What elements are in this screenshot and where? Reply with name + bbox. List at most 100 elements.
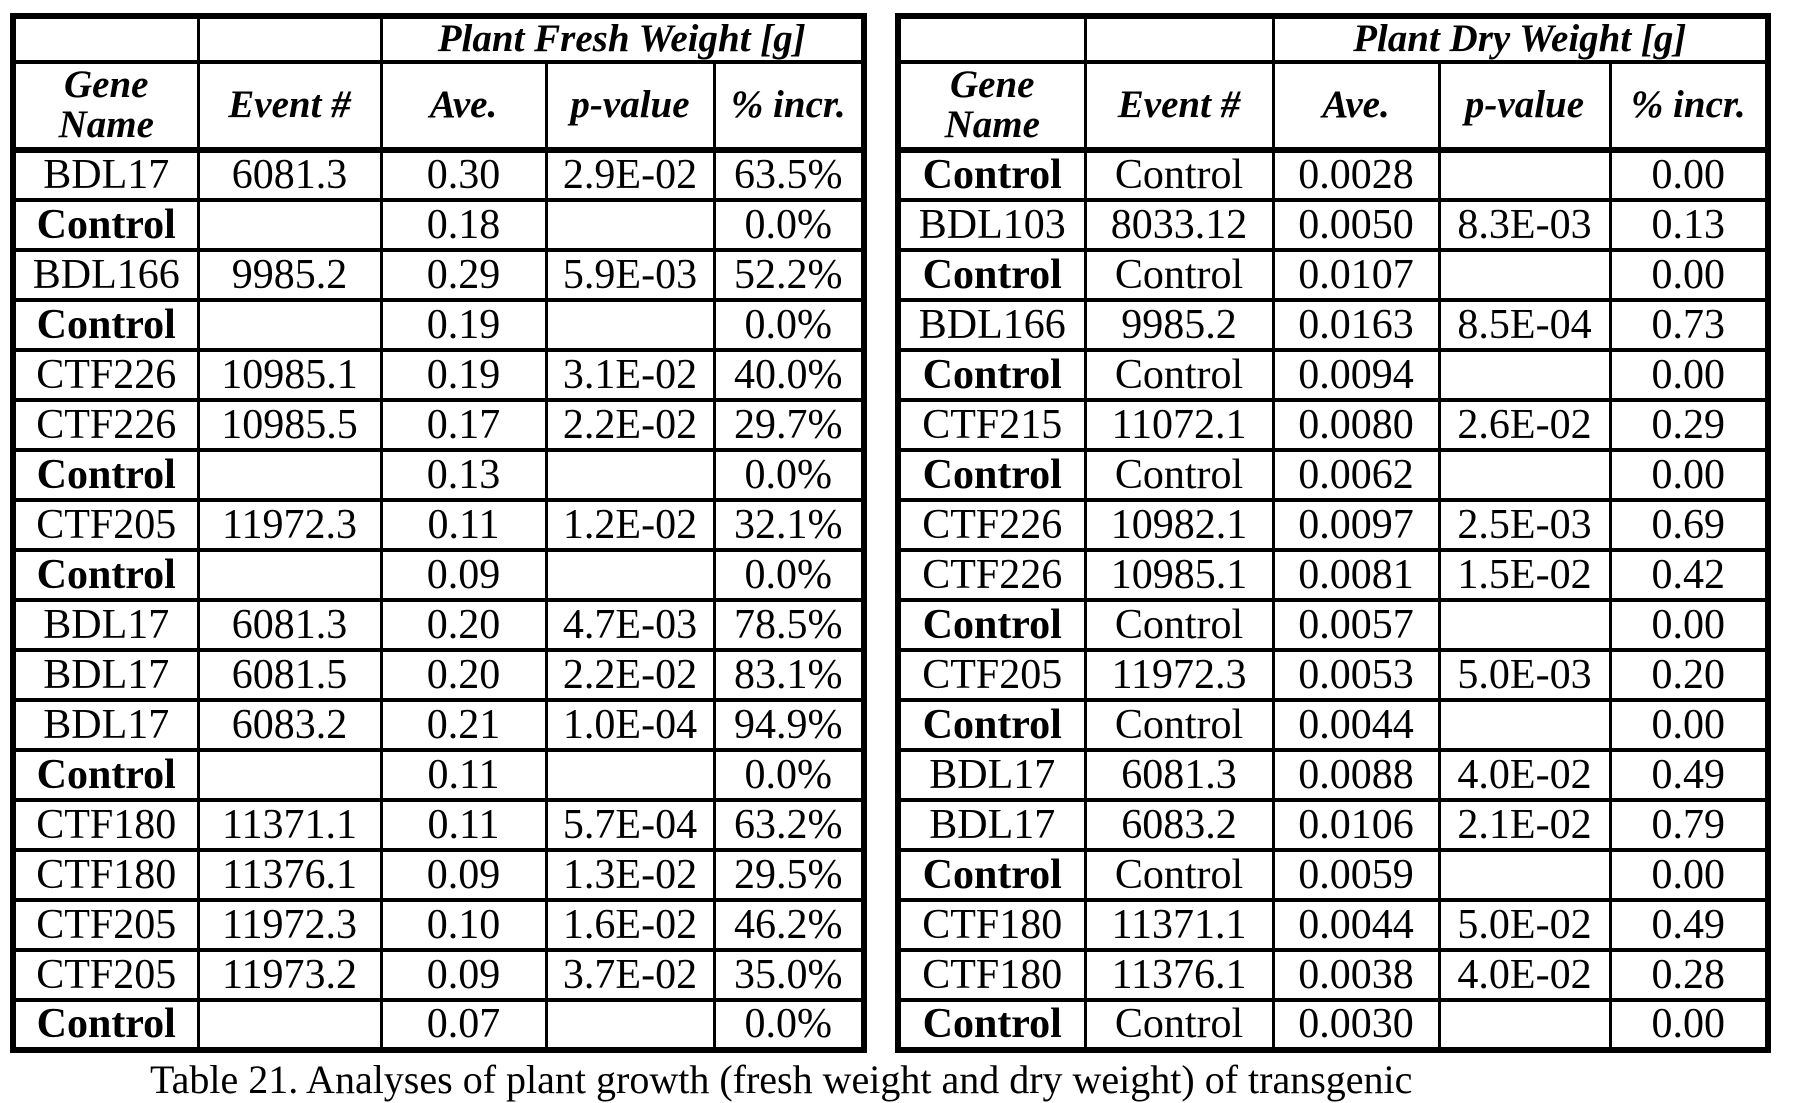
cell-average: 0.0044 (1271, 897, 1441, 952)
column-header-event-number: Event # (196, 59, 383, 153)
table-row: BDL17 6083.2 0.0106 2.1E-02 0.79 (896, 797, 1770, 852)
cell-percent-increase: 0.00 (1608, 447, 1770, 502)
cell-p-value (544, 997, 716, 1052)
cell-p-value (1437, 847, 1612, 902)
cell-event-number (196, 297, 383, 352)
cell-p-value: 2.5E-03 (1437, 497, 1612, 552)
cell-p-value: 1.0E-04 (544, 697, 716, 752)
cell-percent-increase: 0.42 (1608, 547, 1770, 602)
cell-gene-name: Control (11, 997, 200, 1052)
cell-event-number: 6083.2 (1083, 797, 1275, 852)
cell-average: 0.0030 (1271, 997, 1441, 1052)
cell-p-value: 8.5E-04 (1437, 297, 1612, 352)
table-row: Control 0.19 0.0% (11, 297, 866, 352)
table-row: Control 0.09 0.0% (11, 547, 866, 602)
cell-percent-increase: 63.5% (712, 147, 866, 202)
cell-percent-increase: 0.00 (1608, 847, 1770, 902)
cell-event-number: Control (1083, 247, 1275, 302)
blank-header-cell (11, 14, 200, 64)
table-row: BDL17 6081.3 0.0088 4.0E-02 0.49 (896, 747, 1770, 802)
column-header-event-number: Event # (1083, 59, 1275, 153)
cell-gene-name: BDL17 (11, 647, 200, 702)
cell-percent-increase: 46.2% (712, 897, 866, 952)
table-row: BDL166 9985.2 0.0163 8.5E-04 0.73 (896, 297, 1770, 352)
cell-percent-increase: 0.20 (1608, 647, 1770, 702)
cell-event-number: 10982.1 (1083, 497, 1275, 552)
column-header-average: Ave. (1271, 59, 1441, 153)
cell-average: 0.10 (379, 897, 548, 952)
cell-p-value: 5.9E-03 (544, 247, 716, 302)
cell-average: 0.09 (379, 947, 548, 1002)
cell-event-number: 11072.1 (1083, 397, 1275, 452)
cell-percent-increase: 29.7% (712, 397, 866, 452)
table-row: Control 0.18 0.0% (11, 197, 866, 252)
cell-gene-name: CTF180 (896, 897, 1087, 952)
cell-average: 0.09 (379, 547, 548, 602)
cell-p-value: 4.7E-03 (544, 597, 716, 652)
cell-average: 0.13 (379, 447, 548, 502)
cell-event-number: 11972.3 (1083, 647, 1275, 702)
cell-percent-increase: 0.00 (1608, 247, 1770, 302)
cell-p-value: 2.6E-02 (1437, 397, 1612, 452)
cell-event-number: 11376.1 (196, 847, 383, 902)
cell-percent-increase: 40.0% (712, 347, 866, 402)
cell-gene-name: BDL103 (896, 197, 1087, 252)
cell-percent-increase: 29.5% (712, 847, 866, 902)
table-row: BDL17 6083.2 0.21 1.0E-04 94.9% (11, 697, 866, 752)
blank-header-cell (1083, 14, 1275, 64)
fresh-weight-table: Plant Fresh Weight [g] Gene Name Event #… (10, 13, 867, 1053)
cell-average: 0.0081 (1271, 547, 1441, 602)
cell-p-value (544, 197, 716, 252)
table-row: CTF180 11376.1 0.09 1.3E-02 29.5% (11, 847, 866, 902)
cell-average: 0.19 (379, 347, 548, 402)
column-header-p-value: p-value (544, 59, 716, 153)
cell-average: 0.29 (379, 247, 548, 302)
cell-average: 0.0057 (1271, 597, 1441, 652)
cell-p-value (544, 297, 716, 352)
cell-average: 0.19 (379, 297, 548, 352)
table-row: BDL17 6081.5 0.20 2.2E-02 83.1% (11, 647, 866, 702)
cell-event-number: 11376.1 (1083, 947, 1275, 1002)
cell-gene-name: CTF226 (896, 547, 1087, 602)
cell-average: 0.0059 (1271, 847, 1441, 902)
cell-percent-increase: 0.0% (712, 197, 866, 252)
table-row: CTF205 11972.3 0.11 1.2E-02 32.1% (11, 497, 866, 552)
cell-percent-increase: 0.0% (712, 447, 866, 502)
cell-event-number: Control (1083, 847, 1275, 902)
cell-p-value: 4.0E-02 (1437, 947, 1612, 1002)
cell-event-number: Control (1083, 447, 1275, 502)
table-row: CTF226 10982.1 0.0097 2.5E-03 0.69 (896, 497, 1770, 552)
table-row: CTF205 11972.3 0.0053 5.0E-03 0.20 (896, 647, 1770, 702)
cell-event-number: Control (1083, 347, 1275, 402)
cell-p-value: 8.3E-03 (1437, 197, 1612, 252)
cell-event-number: 11371.1 (1083, 897, 1275, 952)
table-row: Control Control 0.0057 0.00 (896, 597, 1770, 652)
cell-average: 0.0053 (1271, 647, 1441, 702)
cell-percent-increase: 0.79 (1608, 797, 1770, 852)
cell-average: 0.0038 (1271, 947, 1441, 1002)
cell-gene-name: CTF226 (11, 347, 200, 402)
cell-p-value: 5.0E-02 (1437, 897, 1612, 952)
cell-event-number: 9985.2 (196, 247, 383, 302)
cell-average: 0.18 (379, 197, 548, 252)
cell-average: 0.20 (379, 647, 548, 702)
cell-p-value (1437, 997, 1612, 1052)
cell-percent-increase: 52.2% (712, 247, 866, 302)
cell-event-number: 6081.3 (1083, 747, 1275, 802)
cell-p-value (1437, 697, 1612, 752)
cell-percent-increase: 0.0% (712, 297, 866, 352)
cell-percent-increase: 0.00 (1608, 697, 1770, 752)
cell-percent-increase: 83.1% (712, 647, 866, 702)
cell-percent-increase: 0.73 (1608, 297, 1770, 352)
cell-percent-increase: 94.9% (712, 697, 866, 752)
cell-average: 0.0107 (1271, 247, 1441, 302)
cell-event-number (196, 197, 383, 252)
cell-gene-name: BDL166 (11, 247, 200, 302)
table-row: BDL103 8033.12 0.0050 8.3E-03 0.13 (896, 197, 1770, 252)
cell-gene-name: Control (896, 447, 1087, 502)
cell-average: 0.0106 (1271, 797, 1441, 852)
cell-percent-increase: 0.0% (712, 547, 866, 602)
table-row: Control Control 0.0028 0.00 (896, 147, 1770, 202)
cell-gene-name: CTF180 (11, 797, 200, 852)
cell-p-value: 1.6E-02 (544, 897, 716, 952)
